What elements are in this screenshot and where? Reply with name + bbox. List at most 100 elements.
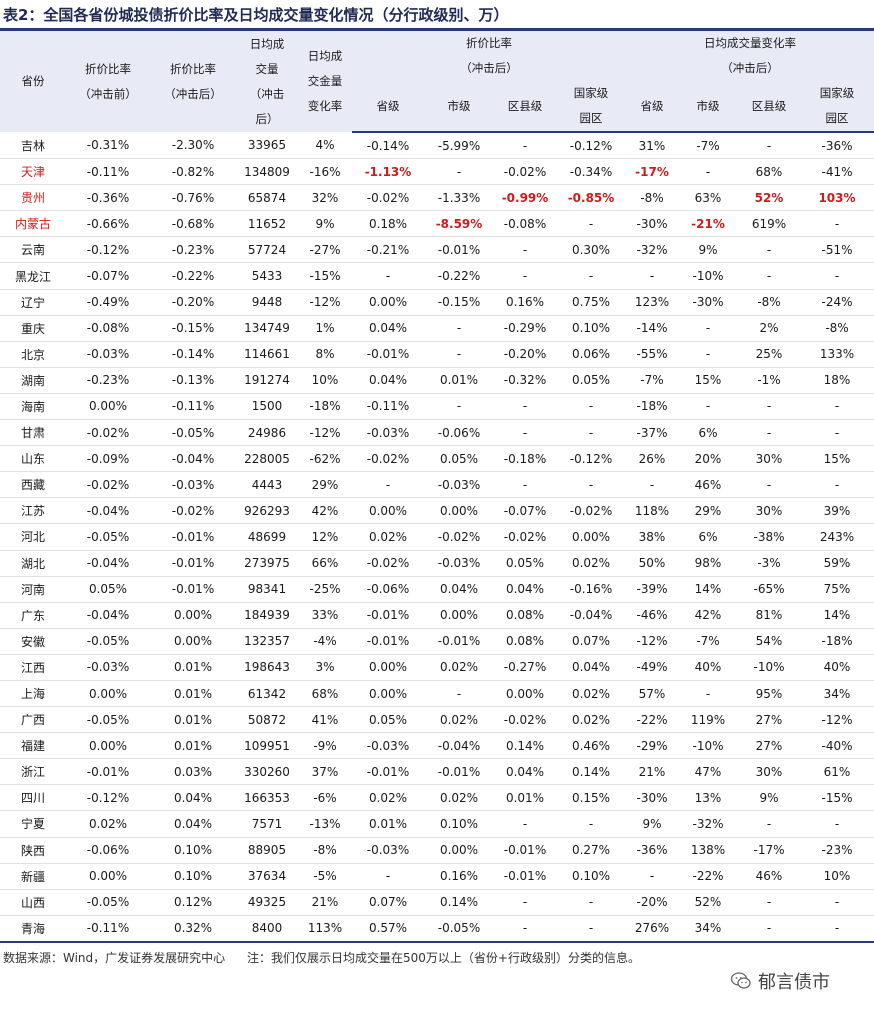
remark-note: 注：我们仅展示日均成交量在500万以上（省份+行政级别）分类的信息。 [247,951,640,965]
value-cell: 184939 [236,602,298,629]
value-cell: -0.02% [494,706,556,734]
province-cell: 重庆 [0,315,66,342]
value-cell: - [352,471,424,499]
value-cell: -0.03% [352,732,424,760]
value-cell: -10% [678,262,738,290]
value-cell: -41% [800,158,874,186]
value-cell: 0.00% [352,680,424,708]
value-cell: -9% [298,732,352,760]
subheader-vol-2: 区县级 [738,81,800,133]
value-cell: 276% [626,915,678,943]
value-cell: 81% [738,602,800,629]
value-cell: - [424,158,494,186]
subheader-disc-1: 市级 [424,81,494,133]
value-cell: 0.02% [556,550,626,577]
value-cell: -0.34% [556,158,626,186]
value-cell: 0.04% [494,576,556,603]
value-cell: 133% [800,341,874,368]
value-cell: -55% [626,341,678,368]
value-cell: -23% [800,837,874,864]
value-cell: 273975 [236,550,298,577]
value-cell: 138% [678,837,738,864]
value-cell: 40% [678,654,738,681]
value-cell: -18% [626,393,678,421]
value-cell: 15% [800,445,874,473]
table-row: 海南 0.00% -0.11% 1500 -18% -0.11% - - - -18% - - - [0,393,874,421]
value-cell: 20% [678,445,738,473]
table-row: 甘肃 -0.02% -0.05% 24986 -12% -0.03% -0.06% - - -37… [0,419,874,447]
value-cell: 8% [298,341,352,368]
value-cell: 0.00% [66,680,150,708]
value-cell: 243% [800,523,874,551]
value-cell: 132357 [236,628,298,655]
value-cell: -3% [738,550,800,577]
top-rule [0,28,874,31]
value-cell: -24% [800,289,874,316]
value-cell: 34% [678,915,738,943]
value-cell: -0.12% [66,784,150,812]
value-cell: 88905 [236,837,298,864]
value-cell: -62% [298,445,352,473]
province-cell: 青海 [0,915,66,943]
value-cell: -0.05% [424,915,494,943]
table-row: 四川 -0.12% 0.04% 166353 -6% 0.02% 0.02% 0.01% 0.1… [0,784,874,812]
value-cell: 42% [678,602,738,629]
value-cell: 6% [678,419,738,447]
value-cell: 113% [298,915,352,943]
value-cell: -0.11% [66,158,150,186]
value-cell: -0.15% [150,315,236,342]
value-cell: 0.00% [352,497,424,525]
table-row: 湖南 -0.23% -0.13% 191274 10% 0.04% 0.01% -0.32% 0… [0,367,874,394]
value-cell: -0.02% [556,497,626,525]
value-cell: -40% [800,732,874,760]
value-cell: - [424,393,494,421]
table-row: 山西 -0.05% 0.12% 49325 21% 0.07% 0.14% - - -20% 52%… [0,889,874,916]
value-cell: - [352,863,424,890]
value-cell: 26% [626,445,678,473]
value-cell: -0.01% [424,758,494,786]
value-cell: 30% [738,758,800,786]
value-cell: - [738,471,800,499]
value-cell: 5433 [236,262,298,290]
value-cell: -8% [298,837,352,864]
value-cell: -13% [298,810,352,838]
value-cell: -0.02% [352,550,424,577]
value-cell: 37% [298,758,352,786]
value-cell: 29% [298,471,352,499]
province-cell: 西藏 [0,471,66,499]
value-cell: -30% [678,289,738,316]
value-cell: -0.04% [66,550,150,577]
value-cell: 0.01% [150,680,236,708]
value-cell: 0.02% [424,784,494,812]
value-cell: 30% [738,497,800,525]
value-cell: -0.02% [352,445,424,473]
province-cell: 四川 [0,784,66,812]
value-cell: 65874 [236,184,298,212]
value-cell: 0.00% [66,863,150,890]
value-cell: 6% [678,523,738,551]
value-cell: -0.01% [494,863,556,890]
province-cell: 湖北 [0,550,66,577]
value-cell: 9% [298,210,352,238]
table-row: 湖北 -0.04% -0.01% 273975 66% -0.02% -0.03% 0.05%… [0,550,874,577]
value-cell: -0.05% [66,523,150,551]
value-cell: 11652 [236,210,298,238]
value-cell: 42% [298,497,352,525]
value-cell: 33965 [236,132,298,160]
table-row: 浙江 -0.01% 0.03% 330260 37% -0.01% -0.01% 0.04% 0… [0,758,874,786]
table-row: 西藏 -0.02% -0.03% 4443 29% - -0.03% - - -46% - - [0,471,874,499]
value-cell: 39% [800,497,874,525]
value-cell: -46% [626,602,678,629]
value-cell: - [678,158,738,186]
value-cell: -0.08% [494,210,556,238]
value-cell: - [738,393,800,421]
value-cell: -21% [678,210,738,238]
value-cell: 0.16% [494,289,556,316]
province-cell: 河北 [0,523,66,551]
value-cell: 0.14% [494,732,556,760]
value-cell: 21% [626,758,678,786]
value-cell: 118% [626,497,678,525]
value-cell: 38% [626,523,678,551]
value-cell: 4443 [236,471,298,499]
table-row: 河南 0.05% -0.01% 98341 -25% -0.06% 0.04% 0.04% -0… [0,576,874,603]
